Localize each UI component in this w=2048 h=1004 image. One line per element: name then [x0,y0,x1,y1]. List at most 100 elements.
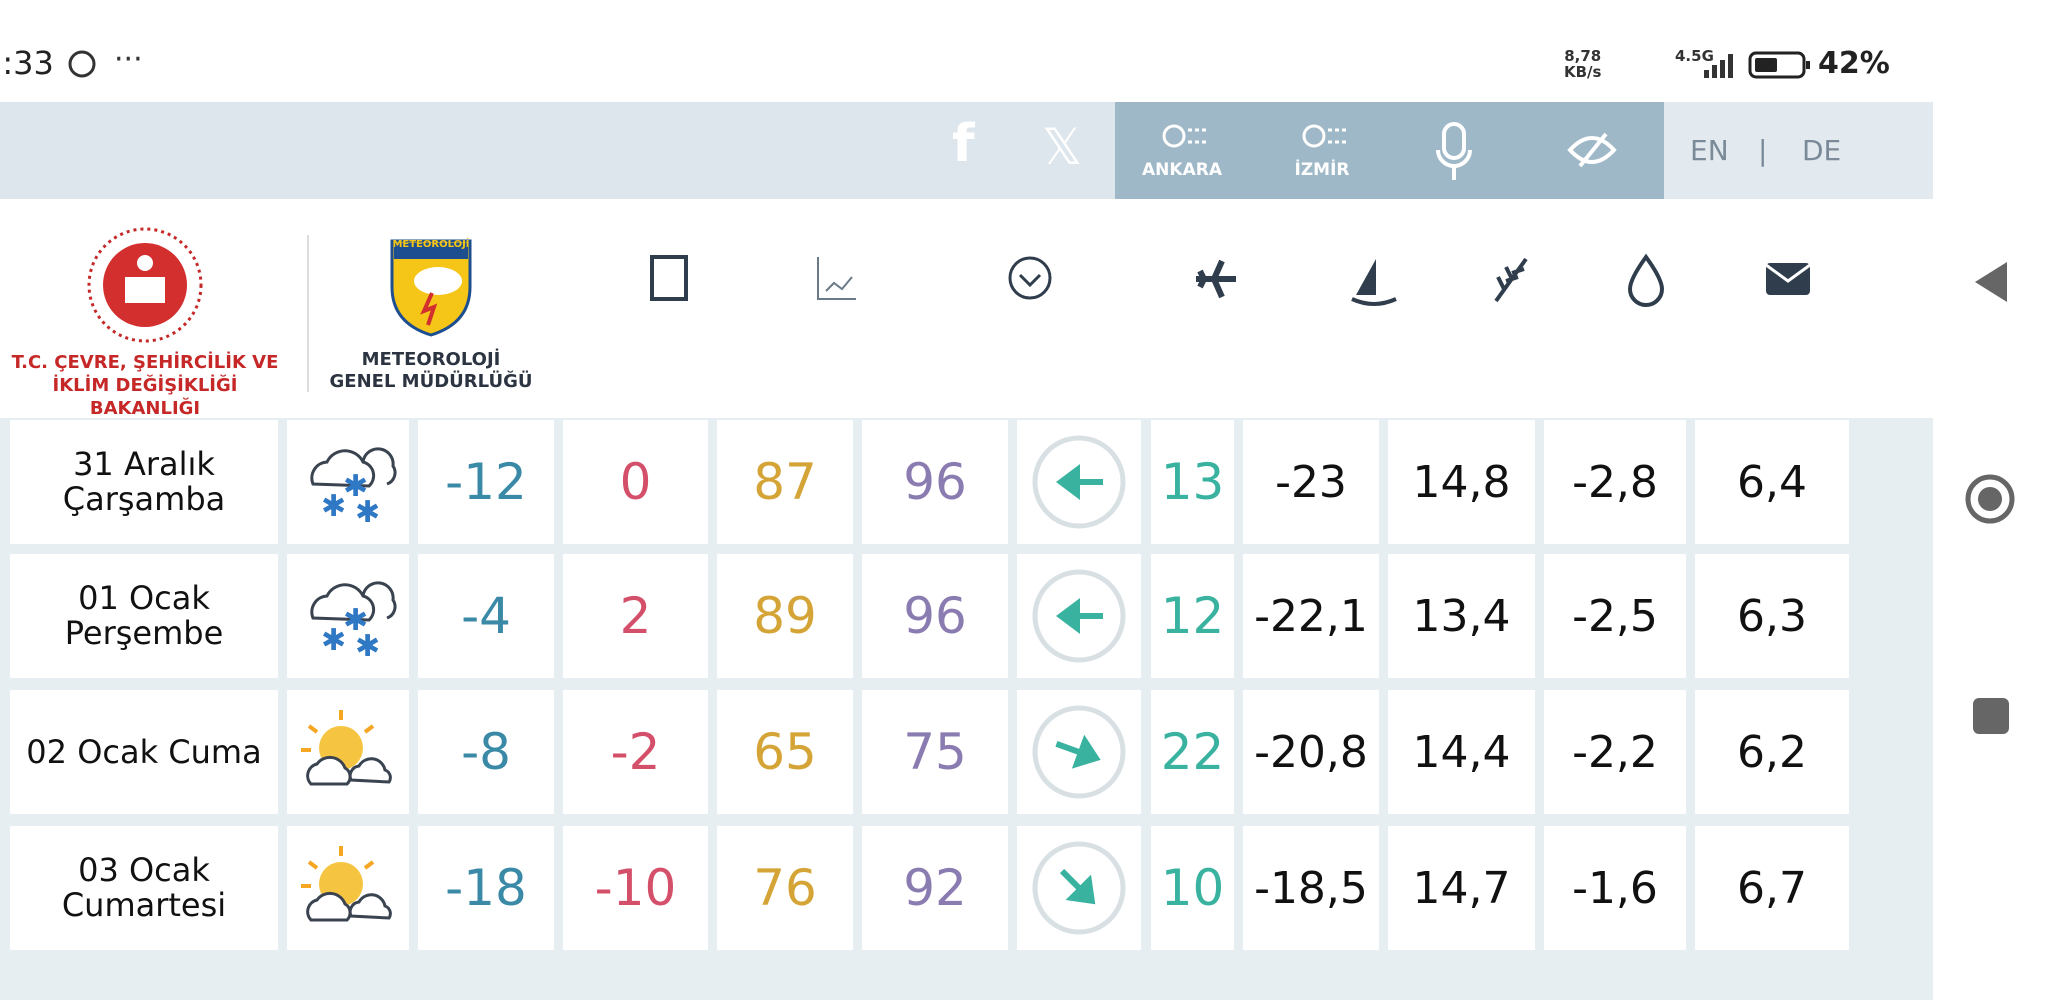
value-cell: 76 [717,826,853,950]
value: -4 [461,587,511,645]
value-cell: 96 [862,554,1008,678]
value-cell: 6,7 [1695,826,1849,950]
svg-text:✱: ✱ [343,469,368,504]
wind-direction-cell [1017,554,1141,678]
city-label: İZMİR [1294,160,1350,180]
city-ankara[interactable]: ANKARA [1140,116,1224,180]
value-cell: -18,5 [1243,826,1379,950]
svg-text:✱: ✱ [355,495,380,530]
svg-text:✱: ✱ [321,623,346,658]
weather-icon [301,710,392,786]
value-cell: -12 [418,420,554,544]
value-cell: 14,4 [1388,690,1535,814]
value: -18 [445,859,527,917]
value-cell: 96 [862,420,1008,544]
svg-text:✱: ✱ [321,489,346,524]
value: -12 [445,453,527,511]
value: 6,2 [1737,726,1807,778]
day-label: Perşembe [64,614,224,652]
agency-logo-text: METEOROLOJİ [392,239,470,250]
time: 3:33 [0,44,54,82]
value-cell: 2 [563,554,708,678]
value-cell: -1,6 [1544,826,1686,950]
nav-icons [650,253,1811,307]
value: 96 [903,587,967,645]
value: 22 [1160,723,1225,781]
agency-line: METEOROLOJİ [361,349,501,370]
icon-cell: ✱ ✱ ✱ [287,554,409,678]
value-cell: 6,4 [1695,420,1849,544]
city-izmir[interactable]: İZMİR [1280,116,1364,180]
value: 13 [1160,453,1225,511]
value-cell: 12 [1151,554,1234,678]
icon-cell [287,690,409,814]
day-label: 02 Ocak Cuma [26,732,262,771]
value-cell: -22,1 [1243,554,1379,678]
day-label: Cumartesi [61,886,227,924]
wind-arrow [1032,705,1126,799]
wind-arrow [1032,841,1126,935]
agency-line: GENEL MÜDÜRLÜĞÜ [329,371,533,392]
x-link[interactable]: 𝕏 [1042,118,1083,176]
battery: 42% [1818,46,1890,81]
icon-cell [287,826,409,950]
day-label: Çarşamba [62,480,226,518]
value: -23 [1275,456,1347,508]
value: 2 [619,587,652,645]
agency-name: METEOROLOJİ GENEL MÜDÜRLÜĞÜ [320,349,542,393]
microphone[interactable] [1434,120,1474,184]
forecast-table: 31 Aralık Çarşamba ✱ ✱ ✱ -12 0 87 96 13 -23 14,8 -2,… [0,418,1933,1000]
icon-cell: ✱ ✱ ✱ [287,420,409,544]
value: 14,7 [1412,862,1511,914]
lang-en[interactable]: EN [1690,134,1729,167]
value: 12 [1160,587,1225,645]
system-nav [1933,0,2048,1000]
value: 6,7 [1737,862,1807,914]
value-cell: -2 [563,690,708,814]
value-cell: -2,5 [1544,554,1686,678]
facebook[interactable]: f [952,114,975,174]
day-cell: 31 Aralık Çarşamba [10,420,278,544]
value-cell: -18 [418,826,554,950]
ministry-line: T.C. ÇEVRE, ŞEHİRCİLİK VE [11,352,279,373]
value-cell: 0 [563,420,708,544]
value: 75 [903,723,967,781]
speed-value: 8,78 [1564,47,1602,65]
weather-icon: ✱✱✱ [310,447,397,530]
wind-direction-cell [1017,420,1141,544]
value-cell: 14,8 [1388,420,1535,544]
weather-icon [1162,124,1208,148]
value: 6,4 [1737,456,1807,508]
value-cell: -2,8 [1544,420,1686,544]
day-cell: 01 Ocak Perşembe [10,554,278,678]
accessibility[interactable] [1566,130,1618,170]
value-cell: 89 [717,554,853,678]
svg-text:✱: ✱ [355,629,380,664]
language-block [1664,102,1933,199]
value: 89 [753,587,817,645]
value-cell: 10 [1151,826,1234,950]
value: 65 [753,723,817,781]
value: 92 [903,859,967,917]
value-cell: 14,7 [1388,826,1535,950]
value: -18,5 [1254,862,1368,914]
value: 13,4 [1412,590,1511,642]
battery-icon [1748,51,1810,79]
value-cell: -23 [1243,420,1379,544]
value: 6,3 [1737,590,1807,642]
value: 87 [753,453,817,511]
weather-icon [301,846,392,922]
day-label: 01 Ocak [78,579,210,617]
value-cell: 6,3 [1695,554,1849,678]
wind-arrow [1032,435,1126,529]
day-label: 03 Ocak [78,851,210,889]
day-cell: 02 Ocak Cuma [10,690,278,814]
system-buttons[interactable] [1933,0,2048,1000]
value-cell: -4 [418,554,554,678]
lang-de[interactable]: DE [1802,134,1842,167]
value-cell: -8 [418,690,554,814]
agency-logo [390,239,472,337]
value: 0 [619,453,652,511]
